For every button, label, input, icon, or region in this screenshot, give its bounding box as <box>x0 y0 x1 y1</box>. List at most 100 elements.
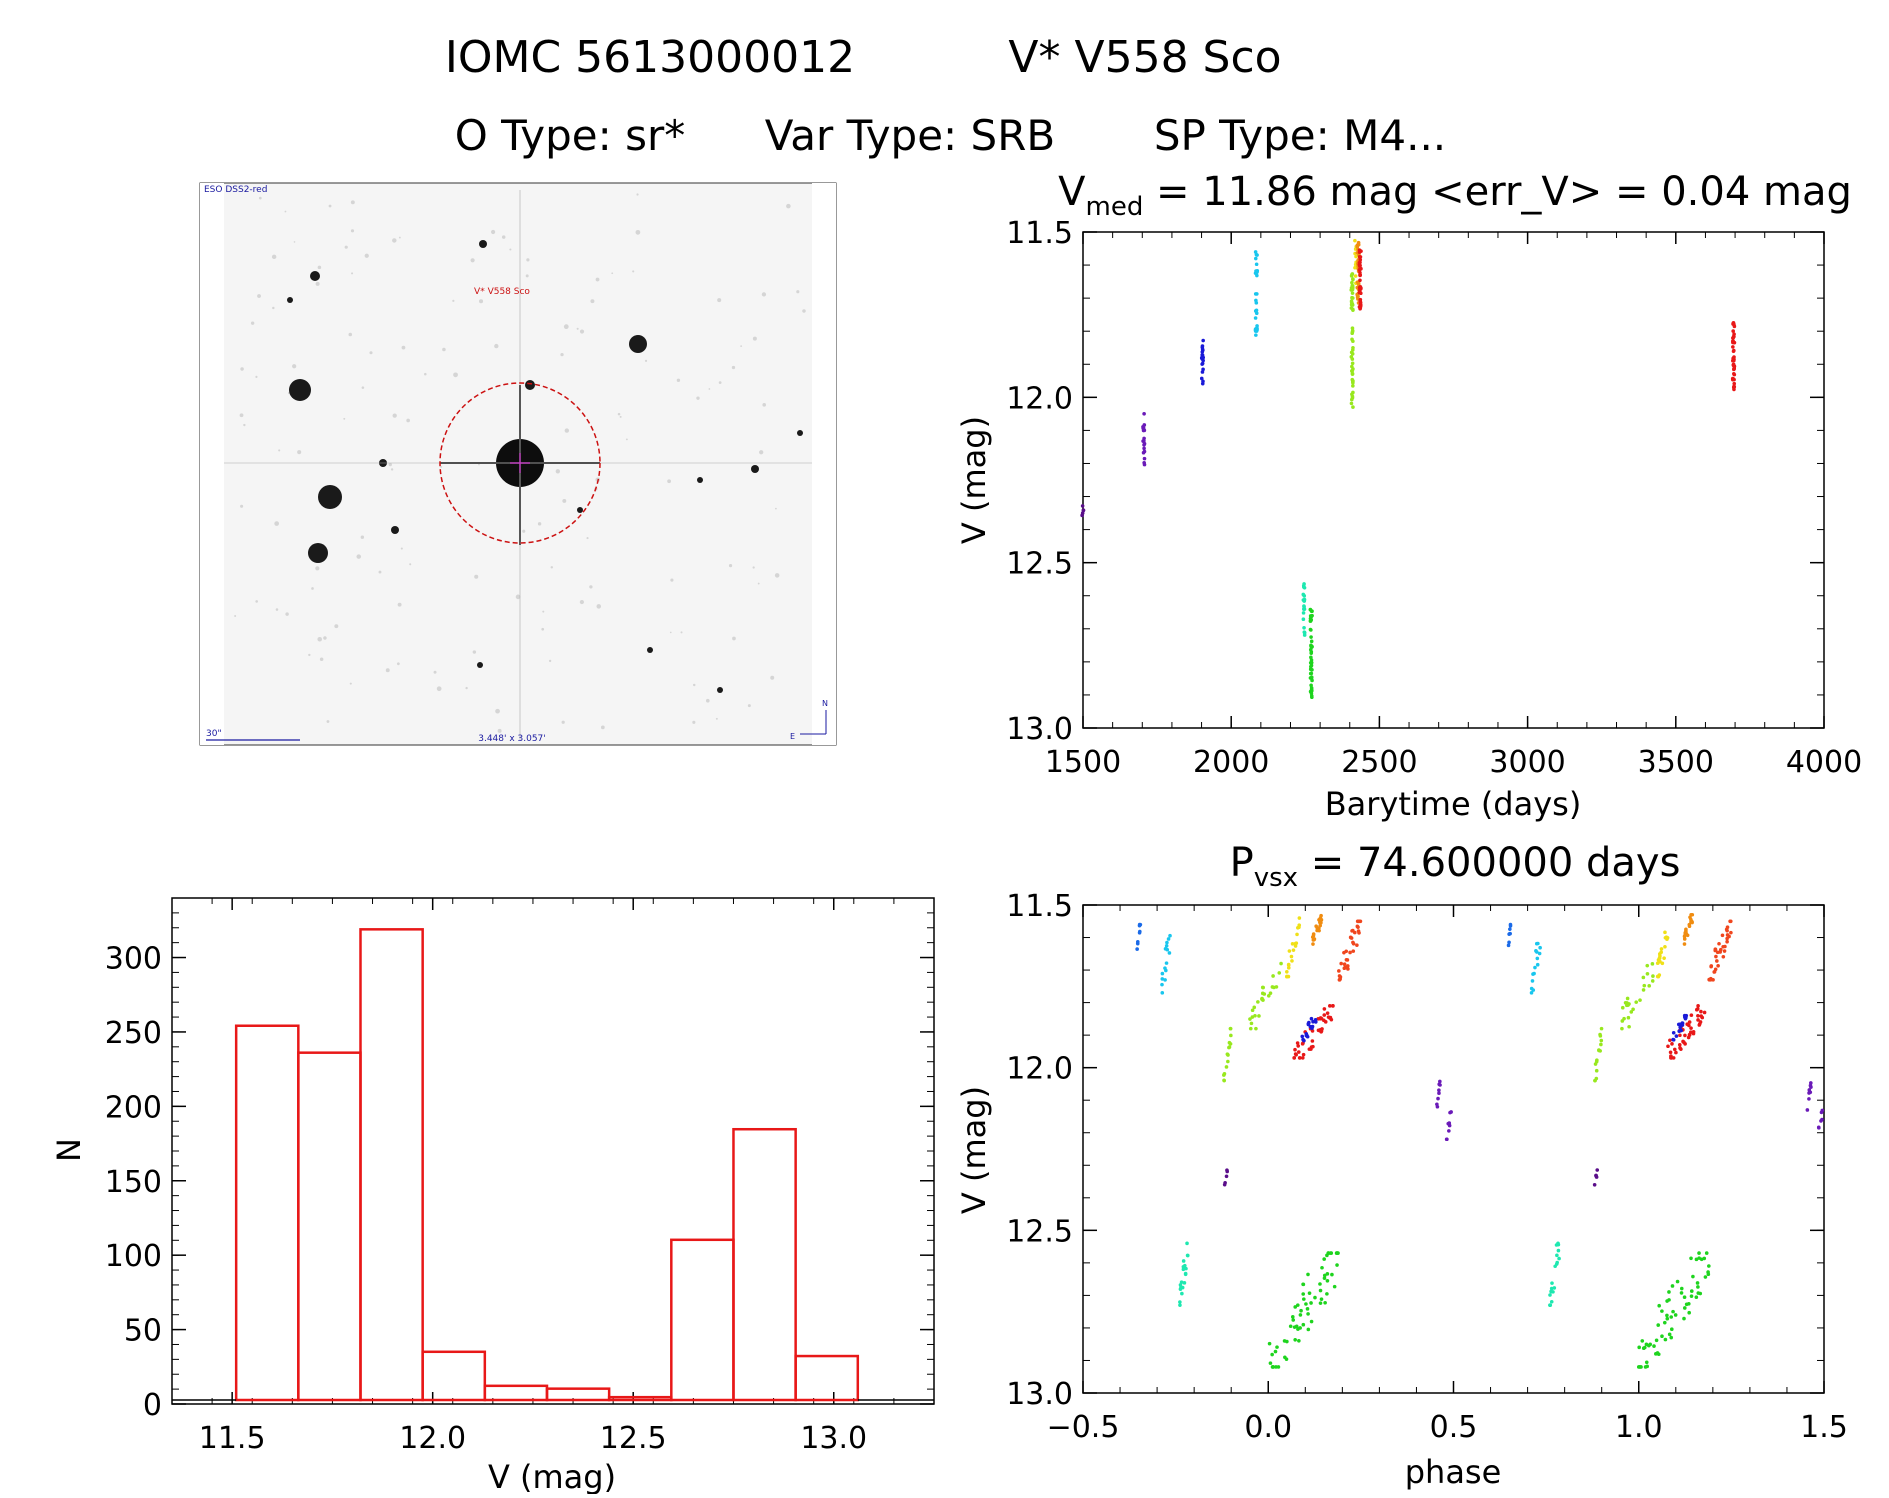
lightcurve-xtick-label: 3000 <box>1489 745 1565 780</box>
finder-noise <box>311 587 314 590</box>
finder-noise <box>757 582 760 585</box>
phased-point <box>1185 1253 1190 1258</box>
finder-noise <box>396 662 400 666</box>
finder-noise <box>240 504 244 508</box>
finder-noise <box>708 388 711 390</box>
lightcurve-point <box>1199 356 1204 360</box>
phased-point <box>1679 1286 1684 1291</box>
phased-point <box>1273 1349 1278 1354</box>
finder-noise <box>409 563 412 566</box>
phased-point <box>1660 1334 1664 1338</box>
finder-noise <box>564 428 570 433</box>
lightcurve-point <box>1309 655 1313 660</box>
lightcurve-point <box>1141 425 1145 429</box>
phased-point <box>1707 977 1711 982</box>
phased-point <box>1673 1313 1678 1317</box>
lightcurve-point <box>1353 274 1358 278</box>
phased-point <box>1671 1038 1676 1042</box>
finder-noise <box>494 343 499 349</box>
phased-point <box>1689 1026 1693 1030</box>
phased-point <box>1643 1365 1648 1369</box>
phased-point <box>1164 944 1169 948</box>
phased-point <box>1690 912 1695 917</box>
phased-point <box>1290 1315 1295 1319</box>
phased-point <box>1669 1056 1673 1060</box>
lightcurve-point <box>1308 667 1313 672</box>
lightcurve-point <box>1201 379 1205 384</box>
phased-point <box>1674 1050 1678 1055</box>
phased-point <box>1696 1285 1700 1289</box>
phased-point <box>1437 1082 1441 1087</box>
lightcurve-point <box>1309 639 1314 644</box>
phased-axes: −0.5 0.0 0.5 1.0 1.5 11.5 12.0 12.5 13.0 <box>1006 889 1848 1445</box>
histogram-bars <box>172 928 934 1402</box>
finder-noise <box>350 200 355 205</box>
phased-point <box>1356 919 1360 924</box>
lightcurve-point <box>1253 329 1258 333</box>
phased-point <box>1248 1026 1253 1031</box>
phased-point <box>1659 950 1663 955</box>
phased-point <box>1648 1342 1653 1347</box>
phased-point <box>1293 944 1298 948</box>
phased-point <box>1437 1088 1441 1093</box>
phased-point <box>1167 951 1172 955</box>
phased-point <box>1302 1038 1306 1043</box>
finder-noise <box>334 624 339 629</box>
finder-noise <box>731 365 736 370</box>
phased-point <box>1271 974 1275 978</box>
phased-point <box>1325 1292 1329 1296</box>
phased-point <box>1290 959 1294 963</box>
phased-point <box>1665 1313 1669 1318</box>
phased-point <box>1594 1068 1599 1073</box>
finder-noise <box>255 600 258 603</box>
finder-noise <box>644 359 648 362</box>
phased-point <box>1285 974 1289 979</box>
finder-noise <box>361 386 365 389</box>
phased-ytick-label: 12.0 <box>1006 1052 1073 1087</box>
lightcurve-axes: 1500 2000 2500 3000 3500 4000 11.5 12.0 12.5 13.0 <box>1006 216 1862 780</box>
phased-point <box>1683 1033 1687 1038</box>
lightcurve-point <box>1309 686 1314 690</box>
finder-survey-label: ESO DSS2-red <box>204 185 267 195</box>
lightcurve-point <box>1357 268 1362 272</box>
phased-title-sub: vsx <box>1254 863 1298 893</box>
target-circle <box>439 382 601 544</box>
phased-point <box>1682 942 1687 946</box>
finder-noise <box>239 413 244 418</box>
lightcurve-point <box>1731 322 1735 326</box>
phased-point <box>1595 1168 1600 1172</box>
finder-noise <box>491 229 496 235</box>
finder-noise <box>669 631 672 634</box>
lightcurve-point <box>1350 371 1355 376</box>
finder-star <box>391 526 399 534</box>
finder-noise <box>452 299 455 302</box>
finder-star <box>717 687 723 693</box>
phased-point <box>1228 1042 1233 1046</box>
finder-noise <box>234 615 237 618</box>
phased-point <box>1687 922 1692 927</box>
phased-point <box>1623 1000 1628 1005</box>
finder-noise <box>398 236 401 239</box>
phased-point <box>1179 1285 1183 1289</box>
phased-point <box>1550 1281 1554 1285</box>
phased-point <box>1668 1038 1672 1043</box>
phased-point <box>1307 1047 1312 1051</box>
compass-east-label: E <box>790 732 795 741</box>
lightcurve-point <box>1081 508 1086 513</box>
phased-point <box>1224 1174 1229 1179</box>
lightcurve-point <box>1310 678 1314 683</box>
phased-point <box>1254 1026 1258 1031</box>
phased-point <box>1328 1015 1333 1020</box>
phased-point <box>1319 1297 1324 1301</box>
lightcurve-point <box>1732 348 1736 353</box>
phased-point <box>1160 971 1165 976</box>
finder-noise <box>351 272 354 275</box>
phased-point <box>1248 1017 1252 1021</box>
phased-point <box>1322 1007 1327 1011</box>
lightcurve-point <box>1358 260 1362 265</box>
finder-noise <box>440 465 443 468</box>
phased-point <box>1301 1322 1306 1327</box>
phased-point <box>1706 1270 1710 1274</box>
phased-point <box>1268 1361 1273 1365</box>
phased-point <box>1268 991 1273 995</box>
